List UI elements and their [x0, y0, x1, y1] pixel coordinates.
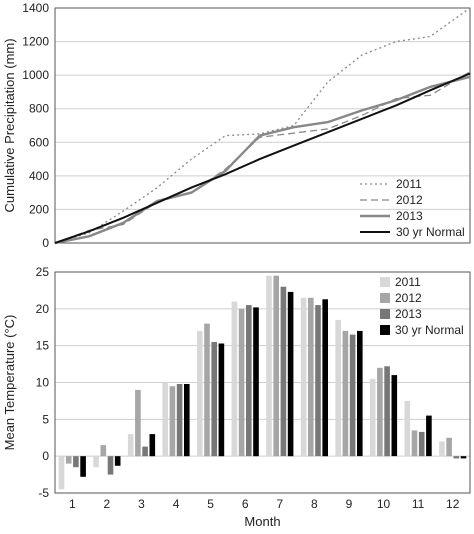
precip-series-line-30-yr-normal — [54, 72, 471, 244]
temp-bar — [149, 434, 156, 457]
precip-y-tick-label: 1400 — [22, 1, 49, 15]
temp-bar — [349, 334, 356, 457]
temp-bar — [342, 330, 349, 457]
temp-bar — [446, 437, 452, 457]
temp-bar — [460, 456, 467, 459]
temp-bar — [384, 366, 390, 457]
precip-y-tick-label: 400 — [29, 169, 49, 183]
precip-series-line-2011 — [54, 7, 471, 244]
temp-legend-swatch — [380, 325, 390, 335]
temp-legend-label: 30 yr Normal — [395, 323, 464, 337]
temp-x-tick-label: 12 — [446, 497, 460, 511]
temp-bar — [439, 441, 445, 457]
temp-bar — [176, 384, 183, 457]
temp-x-tick-label: 9 — [346, 497, 353, 511]
temp-bar — [58, 456, 65, 490]
temp-legend-label: 2011 — [395, 275, 421, 289]
temp-bar — [197, 330, 203, 457]
precip-legend-label: 2013 — [396, 209, 423, 223]
temp-legend-swatch — [380, 277, 390, 287]
precip-y-tick-label: 1000 — [22, 68, 49, 82]
temp-y-tick-label: 10 — [36, 376, 50, 390]
temp-x-tick-label: 5 — [207, 497, 214, 511]
temp-bar — [308, 297, 314, 457]
temp-bar — [142, 446, 148, 457]
temp-x-tick-label: 11 — [412, 497, 425, 511]
temp-bar — [300, 297, 307, 457]
temp-bar — [184, 384, 190, 457]
temp-x-tick-label: 8 — [311, 497, 318, 511]
precip-y-tick-label: 800 — [29, 102, 49, 116]
temp-bar — [127, 434, 134, 457]
temp-x-tick-label: 3 — [138, 497, 145, 511]
temp-bar — [357, 330, 363, 457]
precip-y-tick-label: 200 — [29, 202, 49, 216]
temp-bar — [73, 456, 79, 468]
temp-x-tick-label: 4 — [173, 497, 180, 511]
precip-y-axis-title: Cumulative Precipitation (mm) — [2, 38, 17, 212]
temp-bar — [315, 305, 321, 457]
temp-bar — [411, 430, 418, 457]
temp-bar — [93, 456, 99, 468]
temp-y-axis-title: Mean Temperature (°C) — [2, 315, 17, 451]
temp-bar — [107, 456, 114, 475]
temp-bar — [266, 275, 272, 457]
temp-bar — [322, 299, 328, 457]
precip-series-line-2013 — [54, 75, 471, 245]
temp-bar — [114, 456, 121, 466]
precip-legend-label: 30 yr Normal — [396, 225, 465, 239]
precip-plot-frame — [54, 7, 471, 244]
precip-legend-label: 2011 — [396, 177, 422, 191]
temp-bar — [335, 319, 341, 457]
temp-bar — [162, 382, 168, 457]
temp-legend-label: 2012 — [395, 291, 422, 305]
temp-bar — [453, 456, 460, 459]
temp-x-tick-label: 1 — [69, 497, 76, 511]
temp-y-tick-label: -5 — [38, 486, 49, 500]
temp-x-tick-label: 2 — [104, 497, 111, 511]
temp-y-tick-label: 20 — [36, 302, 50, 316]
temp-plot-frame — [54, 271, 471, 494]
temp-bar — [377, 367, 383, 457]
temp-bar — [100, 445, 107, 457]
temp-bar — [426, 415, 432, 457]
temp-y-tick-label: 0 — [42, 449, 49, 463]
temp-bar — [253, 307, 259, 457]
temp-bar — [287, 291, 294, 457]
temp-bar — [169, 386, 176, 457]
temp-x-tick-label: 10 — [377, 497, 391, 511]
temp-bar — [218, 343, 225, 457]
temp-legend-swatch — [380, 293, 390, 303]
temp-legend-label: 2013 — [395, 307, 422, 321]
temp-bar — [246, 305, 252, 457]
temp-bar — [280, 286, 287, 457]
temp-bar — [204, 323, 210, 457]
temp-x-tick-label: 6 — [242, 497, 249, 511]
temp-bar — [273, 275, 279, 457]
temp-y-tick-label: 25 — [36, 265, 50, 279]
temp-bar — [80, 456, 86, 477]
temp-bar — [231, 301, 238, 457]
temp-x-tick-label: 7 — [276, 497, 283, 511]
precip-y-tick-label: 600 — [29, 135, 49, 149]
precip-legend-label: 2012 — [396, 193, 423, 207]
temp-bar — [369, 378, 376, 457]
temp-bar — [238, 308, 245, 457]
temp-bar — [404, 400, 411, 457]
temp-y-tick-label: 5 — [42, 412, 49, 426]
temp-bar — [391, 375, 398, 457]
temp-legend-swatch — [380, 309, 390, 319]
temp-y-tick-label: 15 — [36, 339, 50, 353]
temp-x-axis-title: Month — [244, 514, 280, 529]
precip-y-tick-label: 1200 — [22, 35, 49, 49]
temp-bar — [65, 456, 72, 464]
temp-bar — [135, 389, 141, 457]
precip-y-tick-label: 0 — [42, 236, 49, 250]
temp-bar — [211, 342, 217, 457]
temp-bar — [418, 431, 425, 457]
